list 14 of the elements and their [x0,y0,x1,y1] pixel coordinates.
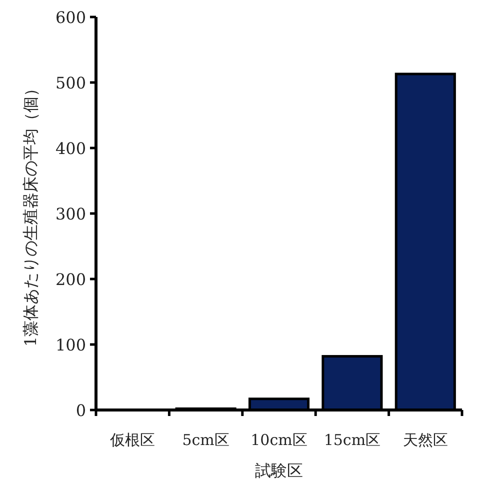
y-tick-label: 200 [55,270,86,289]
y-tick-label: 600 [55,8,86,27]
y-axis-title: 1藻体あたりの生殖器床の平均（個） [21,80,40,347]
x-tick-label: 天然区 [402,431,448,449]
x-tick-label: 5cm区 [182,431,230,449]
x-tick-label: 仮根区 [109,431,156,449]
y-tick-label: 300 [55,204,86,224]
y-tick-label: 400 [55,139,86,158]
y-tick-label: 0 [76,401,86,420]
x-tick-label: 10cm区 [250,431,308,449]
y-tick-label: 500 [55,74,86,92]
x-tick-label: 15cm区 [324,431,381,449]
y-tick-label: 100 [55,336,86,354]
x-axis-title: 試験区 [255,461,303,480]
